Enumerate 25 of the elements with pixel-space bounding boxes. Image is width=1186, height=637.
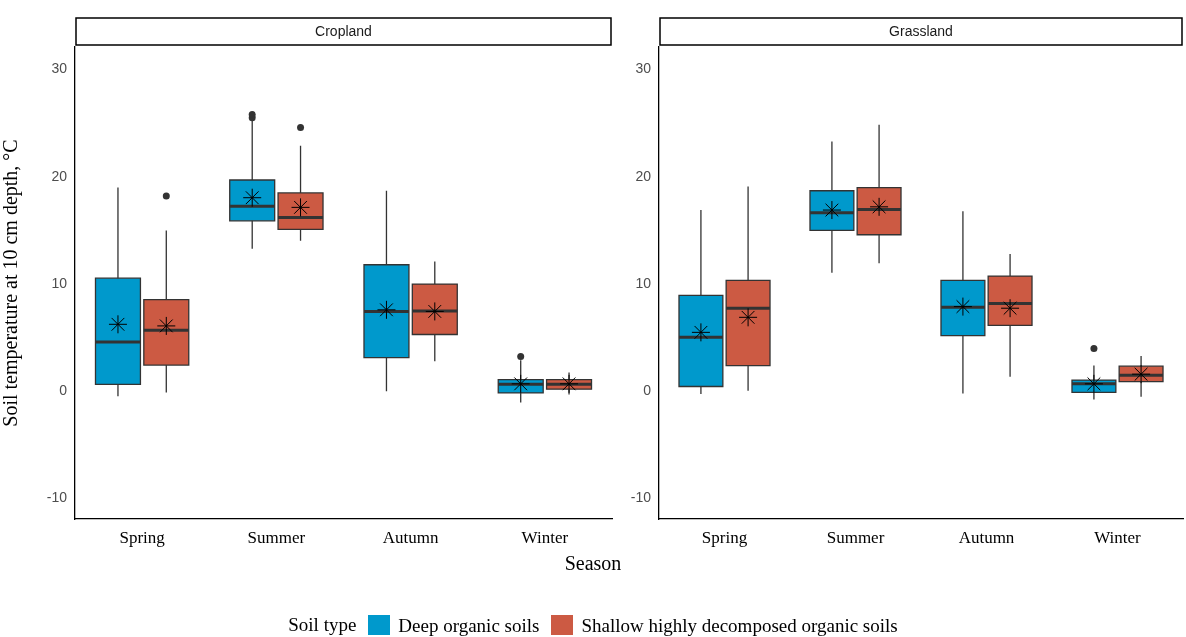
x-tick-label: Spring xyxy=(119,527,166,547)
y-tick-label: 20 xyxy=(51,167,68,184)
chart-title: Cropland xyxy=(315,22,372,39)
x-tick-label: Summer xyxy=(247,527,306,547)
x-tick-label: Autumn xyxy=(382,527,439,547)
legend-title: Soil type xyxy=(288,613,357,635)
x-tick-label: Summer xyxy=(826,527,885,547)
legend-label: Shallow highly decomposed organic soils xyxy=(581,614,898,636)
x-tick-label: Spring xyxy=(701,527,748,547)
x-axis-title: Season xyxy=(563,552,623,575)
y-tick-label: 0 xyxy=(59,382,68,399)
x-tick-label: Winter xyxy=(1094,527,1142,547)
y-tick-label: 30 xyxy=(51,60,68,77)
y-tick-label: 0 xyxy=(643,382,652,399)
y-tick-label: 30 xyxy=(635,60,652,77)
y-tick-label: 20 xyxy=(635,167,652,184)
y-axis-title: Soil temperature at 10 cm depth, °C xyxy=(0,139,23,427)
x-tick-label: Autumn xyxy=(958,527,1015,547)
legend-label: Deep organic soils xyxy=(398,614,540,636)
y-tick-label: 10 xyxy=(51,274,68,291)
chart-title: Grassland xyxy=(889,22,953,39)
y-tick-label: -10 xyxy=(630,489,652,506)
y-tick-label: 10 xyxy=(635,274,652,291)
y-tick-label: -10 xyxy=(46,489,68,506)
x-tick-label: Winter xyxy=(521,527,569,547)
